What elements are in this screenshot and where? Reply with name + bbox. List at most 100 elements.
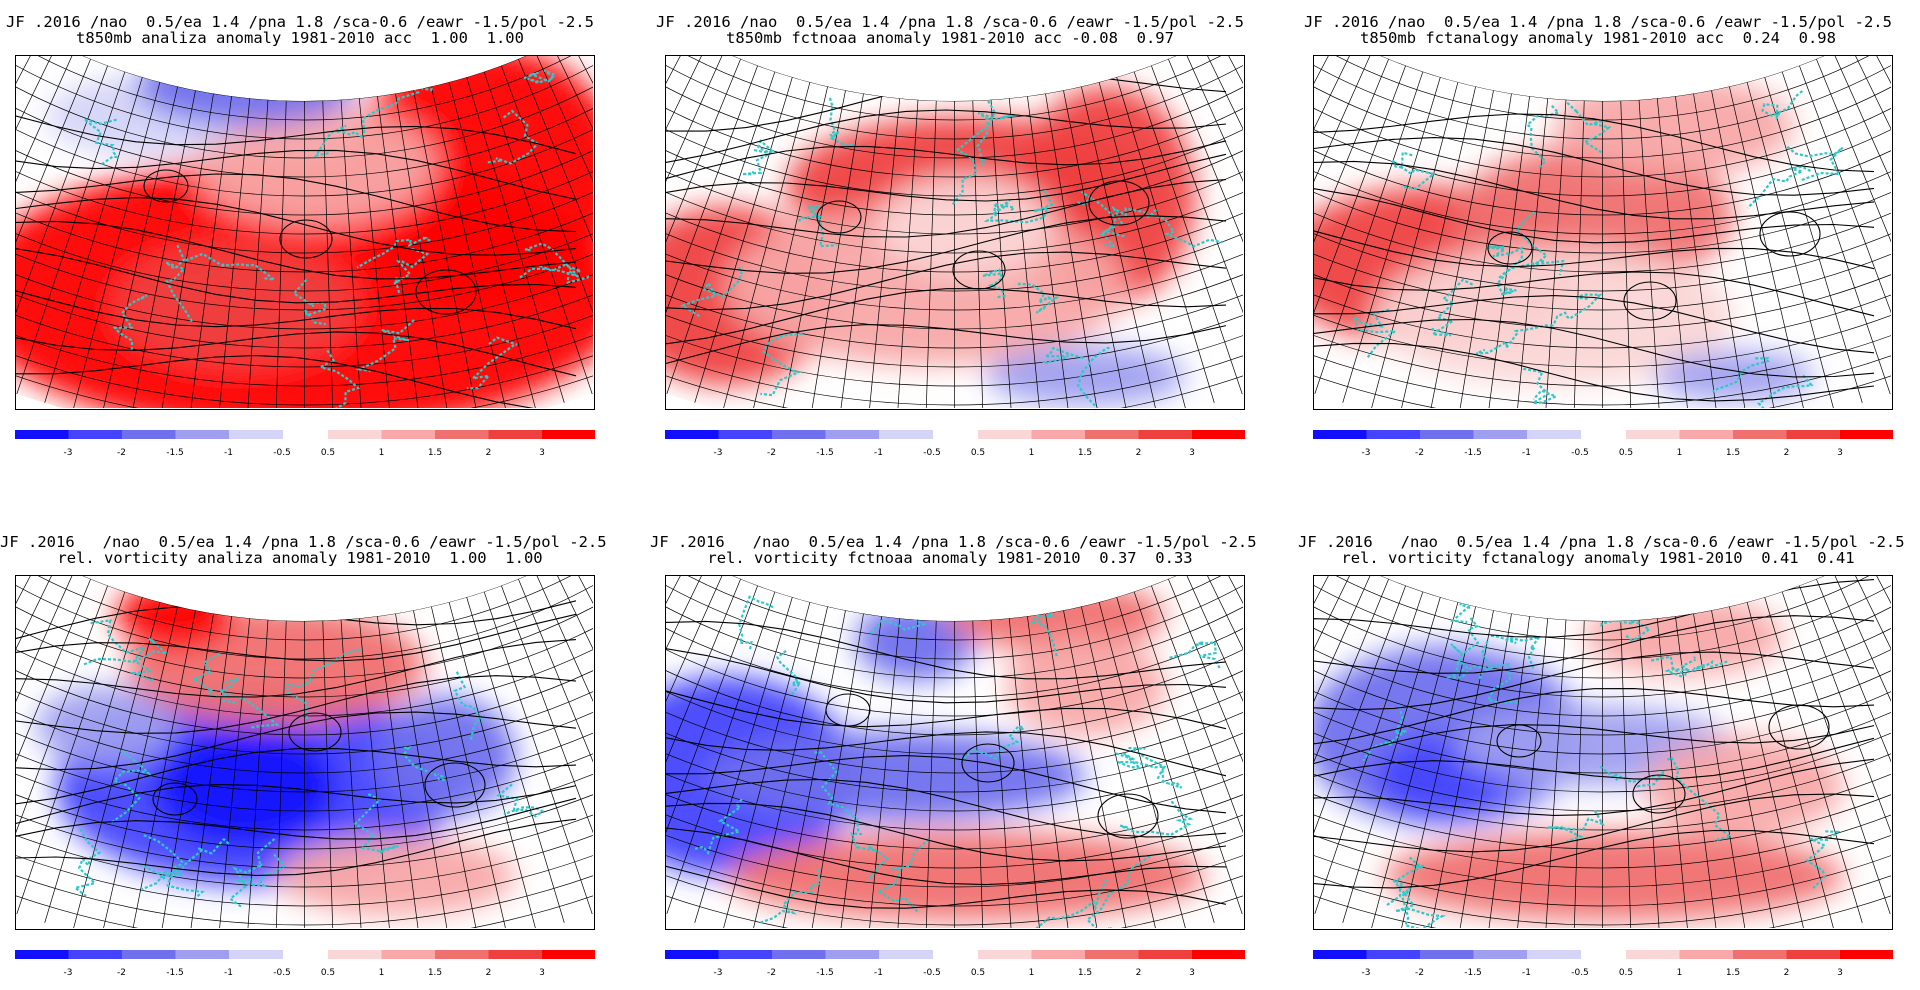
contour-loop [424,762,486,808]
panel-title-line1: JF .2016 /nao 0.5/ea 1.4 /pna 1.8 /sca-0… [650,533,1257,551]
colorbar-swatch [772,430,826,439]
lat-lon-grid [666,56,1243,408]
colorbar-tick-label: -1.5 [816,448,834,458]
colorbar-swatch [1085,430,1139,439]
contour-loop [1623,281,1677,321]
colorbar-tick-label: 1.5 [1726,968,1740,978]
colorbar-tick-label: 3 [539,968,545,978]
anomaly-region [1584,596,1784,676]
colorbar-swatch [15,430,69,439]
panel-title-line1: JF .2016 /nao 0.5/ea 1.4 /pna 1.8 /sca-0… [1304,13,1892,31]
colorbar: -3 -2 -1.5 -1 -0.5 0.5 1 1.5 2 3 [1313,950,1893,980]
map-sector [1314,56,1891,408]
colorbar-tick-label: 0.5 [971,968,985,978]
contour-loop [415,269,477,315]
colorbar-tick-label: -3 [64,968,73,978]
colorbar-tick-label: -0.5 [273,968,291,978]
colorbar-swatch [1138,430,1193,439]
colorbar-tick-label: 1 [379,968,385,978]
contour-loop [1759,211,1821,257]
coastlines [83,69,590,408]
panel-title-line1: JF .2016 /nao 0.5/ea 1.4 /pna 1.8 /sca-0… [1298,533,1905,551]
anomaly-map [1314,576,1891,928]
colorbar-tick-label: 1 [379,448,385,458]
colorbar-swatch [1679,430,1734,439]
colorbar-tick-label: -2 [117,968,126,978]
panel-title-line2: t850mb analiza anomaly 1981-2010 acc 1.0… [76,29,524,47]
colorbar-swatch [1786,430,1841,439]
colorbar-swatch [1473,430,1528,439]
map-sector [16,56,593,408]
colorbar-swatch [1626,950,1680,959]
colorbar-swatch [488,950,543,959]
colorbar-tick-label: -2 [767,448,776,458]
map-panel-4: JF .2016 /nao 0.5/ea 1.4 /pna 1.8 /sca-0… [0,520,607,990]
colorbar-swatch [1031,950,1086,959]
map-panel-2: JF .2016 /nao 0.5/ea 1.4 /pna 1.8 /sca-0… [650,0,1250,470]
colorbar-tick-label: -2 [117,448,126,458]
colorbar-tick-label: 1 [1029,448,1035,458]
map-frame [15,55,595,410]
coastlines [680,97,1223,408]
colorbar-swatch [435,950,489,959]
colorbar-swatch [1138,950,1193,959]
colorbar-swatch [978,430,1032,439]
colorbar-swatch [175,950,230,959]
panel-title-line1: JF .2016 /nao 0.5/ea 1.4 /pna 1.8 /sca-0… [656,13,1244,31]
anomaly-region [276,836,516,916]
colorbar-tick-label: -1 [874,968,883,978]
colorbar-tick-label: -1.5 [166,448,184,458]
colorbar-swatch [542,430,595,439]
contour-loop [1097,793,1159,839]
colorbar-swatch [1192,950,1245,959]
colorbar-swatch [1473,950,1528,959]
colorbar: -3 -2 -1.5 -1 -0.5 0.5 1 1.5 2 3 [15,430,595,460]
colorbar-tick-label: -0.5 [1571,448,1589,458]
coastlines [72,618,545,909]
map-frame [665,575,1245,930]
anomaly-region [376,696,516,816]
colorbar-swatch [328,950,382,959]
panel-title-line2: rel. vorticity analiza anomaly 1981-2010… [57,549,543,567]
colorbar-tick-label: 3 [1837,448,1843,458]
contour-loop [1632,774,1686,814]
colorbar-tick-label: -3 [1362,448,1371,458]
colorbar-swatch [1786,950,1841,959]
coastlines [1362,600,1841,928]
panel-title-line1: JF .2016 /nao 0.5/ea 1.4 /pna 1.8 /sca-0… [6,13,594,31]
map-panel-1: JF .2016 /nao 0.5/ea 1.4 /pna 1.8 /sca-0… [0,0,600,470]
colorbar-tick-label: 1.5 [1078,448,1092,458]
anomaly-region [116,246,356,366]
colorbar-swatch [1527,430,1581,439]
colorbar-tick-label: 2 [1784,968,1790,978]
colorbar-swatch [1840,950,1893,959]
anomaly-shading [36,581,516,916]
map-sector [666,56,1243,408]
panel-title-line2: t850mb fctanalogy anomaly 1981-2010 acc … [1360,29,1836,47]
colorbar-swatch [1733,430,1787,439]
contour-lines [16,115,577,408]
colorbar: -3 -2 -1.5 -1 -0.5 0.5 1 1.5 2 3 [665,950,1245,980]
colorbar-swatch [772,950,826,959]
colorbar-swatch [488,430,543,439]
colorbar-tick-label: 2 [486,448,492,458]
colorbar-tick-label: 1.5 [428,968,442,978]
colorbar-tick-label: 2 [486,968,492,978]
anomaly-map [16,576,593,928]
contour-lines [666,73,1227,364]
colorbar-tick-label: 1.5 [1078,968,1092,978]
colorbar-swatch [1626,430,1680,439]
colorbar-tick-label: -1 [1522,448,1531,458]
colorbar-swatch [978,950,1032,959]
anomaly-map [1314,56,1891,408]
map-panel-5: JF .2016 /nao 0.5/ea 1.4 /pna 1.8 /sca-0… [650,520,1257,990]
colorbar-swatch [1420,950,1474,959]
anomaly-map [666,576,1243,928]
colorbar-swatch [229,430,283,439]
colorbar-swatch [1366,430,1421,439]
colorbar-swatch [665,950,719,959]
colorbar-tick-label: 0.5 [321,968,335,978]
colorbar-swatch [229,950,283,959]
contour-lines [1314,113,1875,402]
colorbar-swatch [879,430,933,439]
